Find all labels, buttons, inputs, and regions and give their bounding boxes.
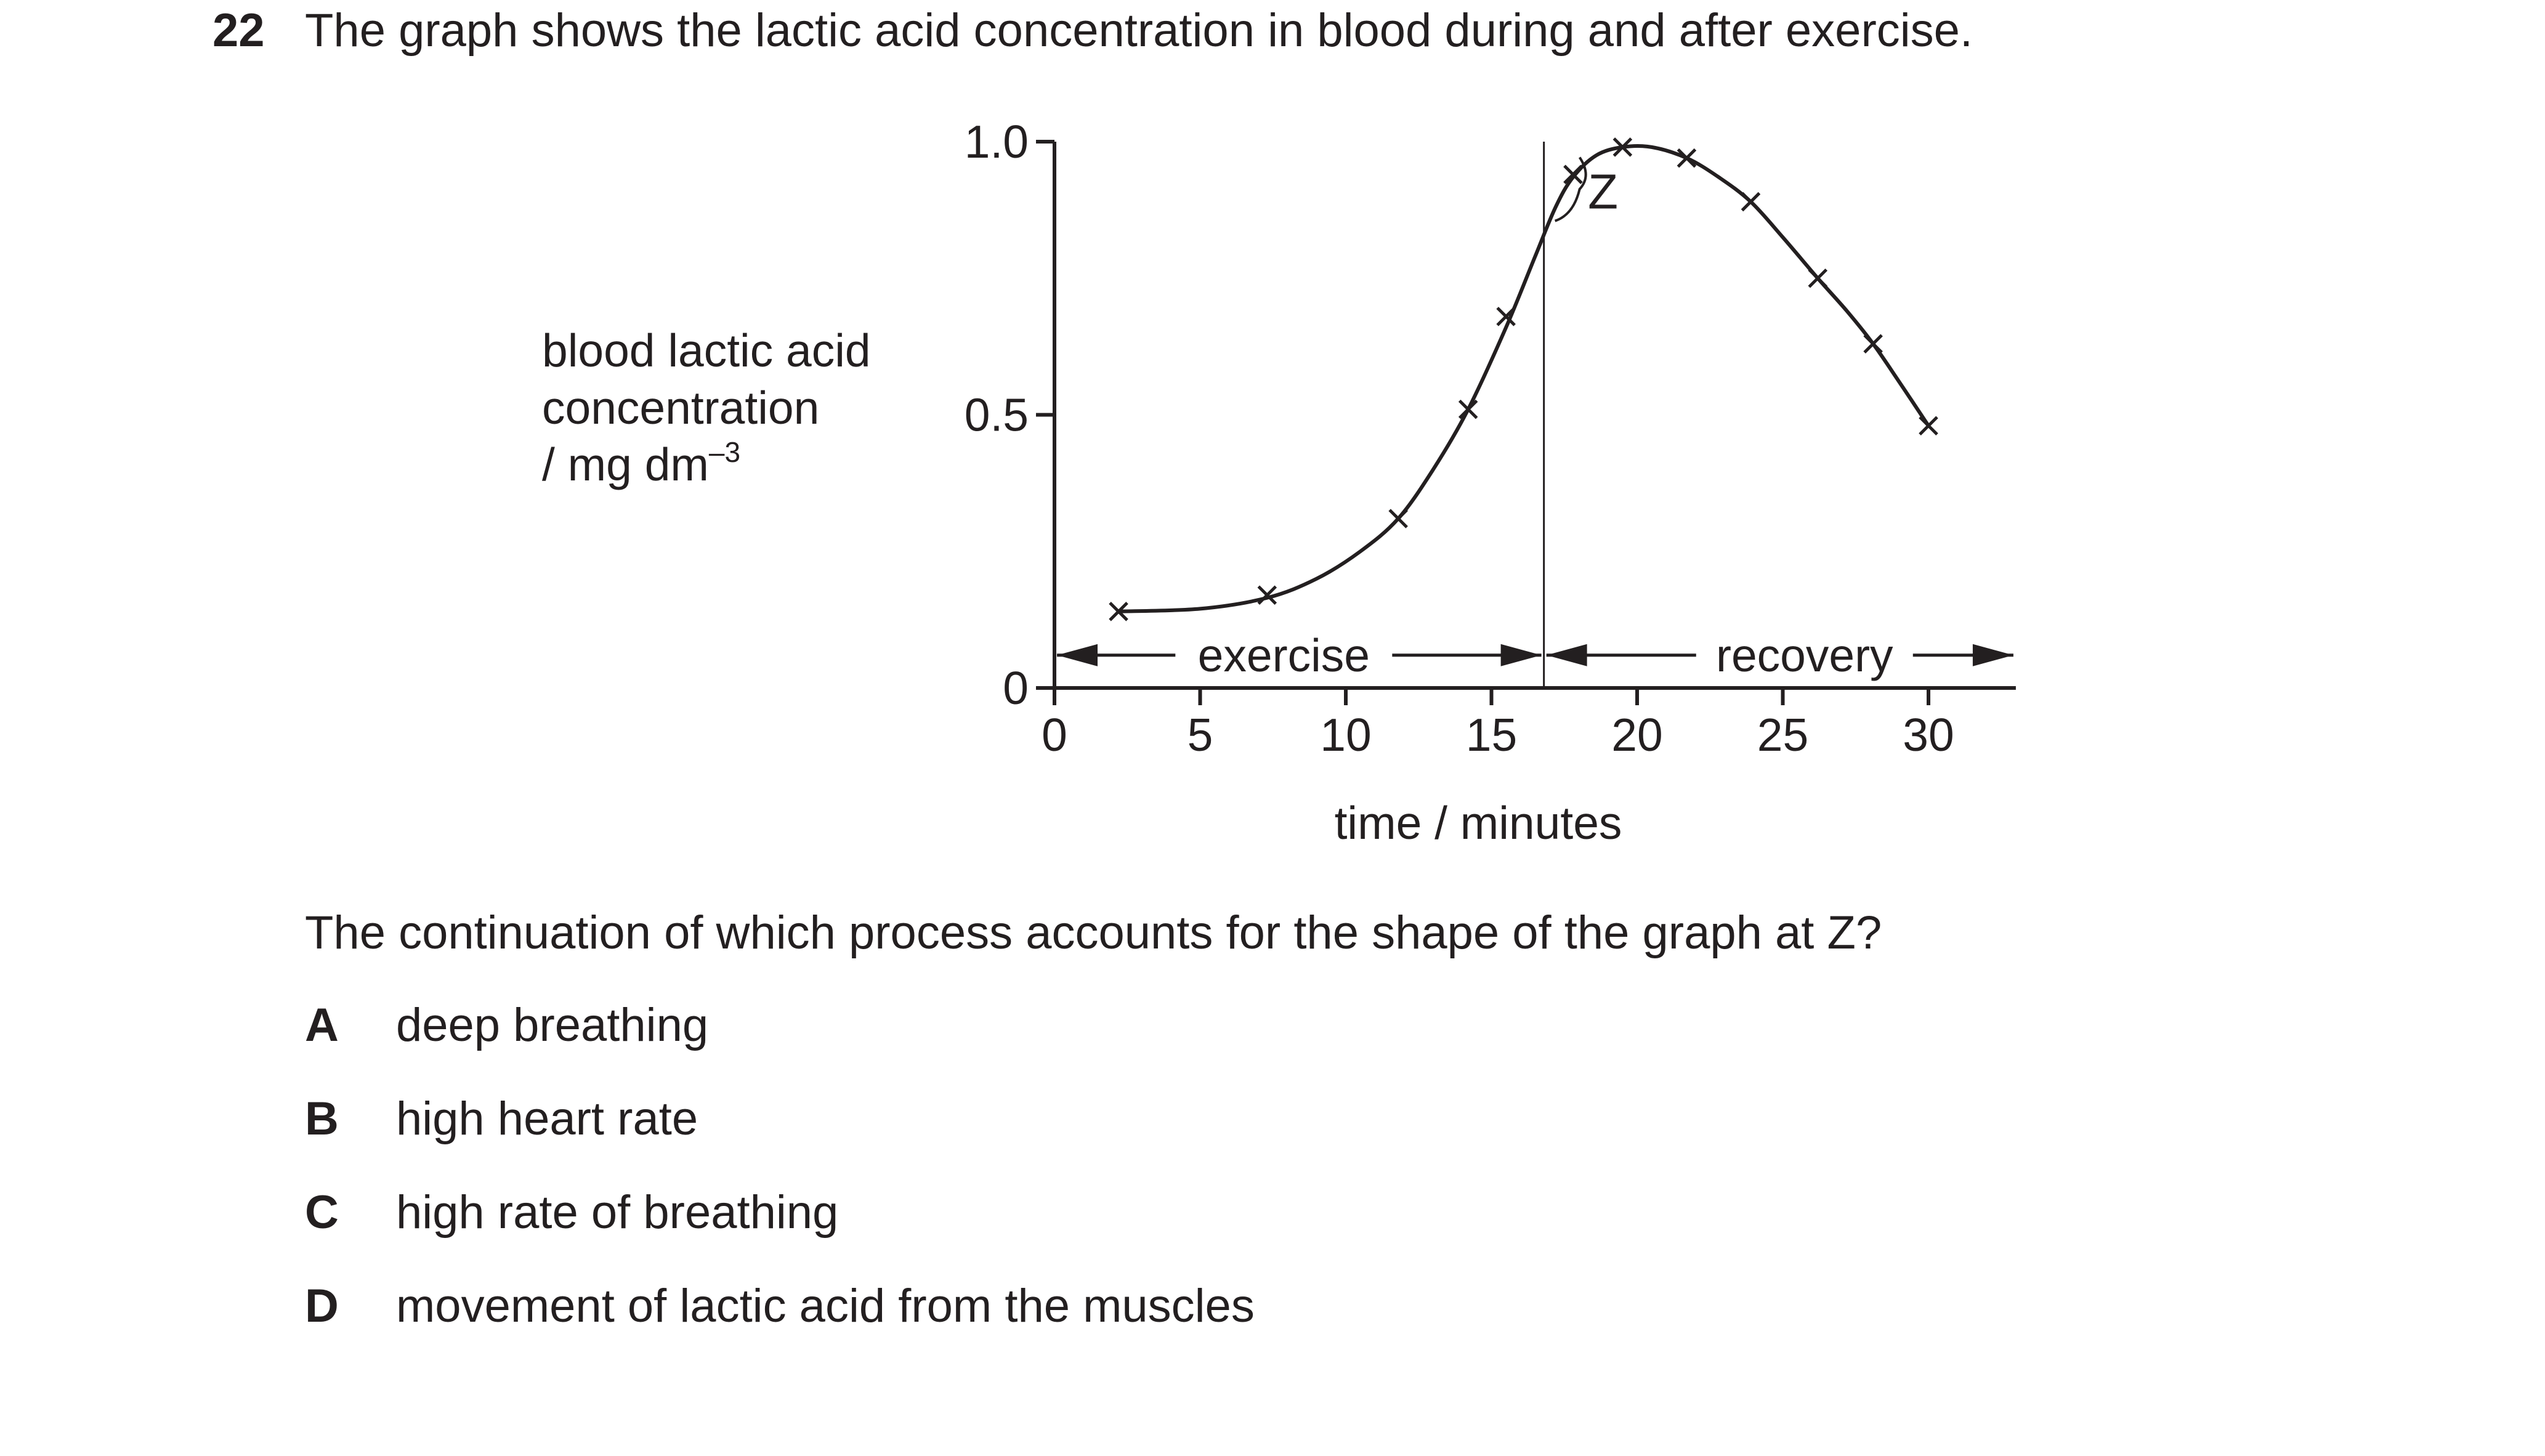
data-point-stroke	[1919, 416, 1938, 436]
question-stem: The graph shows the lactic acid concentr…	[305, 4, 1973, 57]
arrow-head	[1546, 644, 1587, 666]
arrow-head	[1972, 644, 2013, 666]
axes	[1053, 142, 2016, 690]
z-annotation: Z	[1554, 156, 1618, 222]
x-axis-label: time / minutes	[1335, 797, 1622, 849]
option-a-letter: A	[305, 999, 339, 1051]
x-tick-label: 25	[1757, 709, 1808, 761]
data-point-stroke	[1863, 334, 1883, 354]
option-b-text: high heart rate	[396, 1093, 698, 1145]
data-point	[1863, 334, 1883, 354]
data-point-stroke	[1109, 602, 1128, 621]
data-point	[1808, 268, 1828, 288]
x-tick-label: 10	[1320, 709, 1371, 761]
y-tick-label: 0	[1003, 662, 1029, 714]
option-c-text: high rate of breathing	[396, 1186, 839, 1239]
data-point	[1677, 148, 1697, 168]
option-d-letter: D	[305, 1280, 339, 1332]
data-point-stroke	[1257, 585, 1277, 605]
data-point	[1563, 164, 1583, 184]
data-point	[1257, 585, 1277, 605]
x-tick-label: 20	[1611, 709, 1662, 761]
z-brace	[1554, 156, 1587, 222]
lactic-acid-chart: blood lactic acid concentration / mg dm–…	[542, 116, 2016, 849]
data-point-stroke	[1388, 509, 1408, 528]
y-axis-label-line-2: concentration	[542, 382, 819, 434]
data-point	[1388, 509, 1408, 528]
y-tick-label: 1.0	[965, 116, 1029, 168]
arrow-head	[1057, 644, 1098, 666]
option-a-text: deep breathing	[396, 999, 709, 1051]
data-point-stroke	[1563, 164, 1583, 184]
option-d-text: movement of lactic acid from the muscles	[396, 1280, 1255, 1332]
option-b-letter: B	[305, 1093, 339, 1145]
x-tick-label: 5	[1188, 709, 1213, 761]
period-arrows: exercise recovery	[1057, 629, 2013, 681]
data-point	[1741, 192, 1761, 212]
question-number: 22	[212, 4, 265, 57]
y-axis-label: blood lactic acid concentration / mg dm–…	[542, 325, 871, 490]
x-tick-label: 15	[1466, 709, 1517, 761]
data-curve	[1118, 144, 1930, 613]
lactic-acid-curve	[1118, 144, 1930, 613]
period-label-exercise: exercise	[1198, 629, 1370, 681]
x-ticks: 0 5 10 15 20 25 30	[1042, 688, 1954, 761]
data-point	[1458, 399, 1478, 419]
data-point	[1919, 416, 1938, 436]
z-label: Z	[1588, 164, 1618, 219]
x-tick-label: 0	[1042, 709, 1067, 761]
option-c-letter: C	[305, 1186, 339, 1239]
y-tick-label: 0.5	[965, 389, 1029, 441]
data-point-stroke	[1496, 307, 1516, 326]
x-tick-label: 30	[1903, 709, 1954, 761]
y-axis-label-line-3: / mg dm–3	[542, 436, 740, 490]
y-axis-unit-exponent: –3	[709, 436, 740, 468]
y-axis-unit: / mg dm	[542, 439, 709, 490]
arrow-head	[1500, 644, 1542, 666]
question-prompt: The continuation of which process accoun…	[305, 907, 1882, 959]
data-point	[1109, 602, 1128, 621]
data-point	[1612, 137, 1633, 157]
data-point-stroke	[1612, 137, 1633, 157]
data-point-stroke	[1677, 148, 1697, 168]
data-point	[1496, 307, 1516, 326]
y-ticks: 0 0.5 1.0	[965, 116, 1054, 714]
data-point-stroke	[1741, 192, 1761, 212]
data-point-stroke	[1458, 399, 1478, 419]
data-point-stroke	[1808, 268, 1828, 288]
y-axis-label-line-1: blood lactic acid	[542, 325, 871, 376]
period-label-recovery: recovery	[1716, 629, 1893, 681]
data-points	[1109, 137, 1938, 621]
